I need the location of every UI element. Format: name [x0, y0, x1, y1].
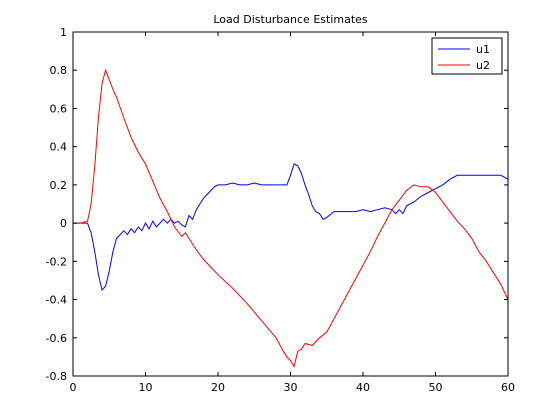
x-tick-label: 60 — [501, 381, 515, 394]
series-layer — [73, 68, 509, 368]
x-axis: 0 10 20 30 40 50 60 — [70, 32, 515, 394]
y-tick-label: 0.8 — [50, 64, 68, 77]
x-tick-label: 10 — [139, 381, 153, 394]
y-tick-label: 0 — [60, 217, 67, 230]
plot-area — [73, 32, 508, 376]
y-axis: -0.8 -0.6 -0.4 -0.2 0 0.2 0.4 0.6 0.8 1 — [46, 26, 508, 383]
y-tick-label: 0.2 — [50, 179, 68, 192]
y-tick-label: -0.8 — [46, 370, 67, 383]
x-tick-label: 40 — [356, 381, 370, 394]
chart-title: Load Disturbance Estimates — [213, 13, 368, 26]
legend-label-u2: u2 — [476, 59, 490, 72]
y-tick-label: 0.6 — [50, 102, 68, 115]
legend-label-u1: u1 — [476, 43, 490, 56]
y-tick-label: -0.4 — [46, 294, 67, 307]
x-tick-label: 30 — [284, 381, 298, 394]
x-tick-label: 50 — [429, 381, 443, 394]
y-tick-label: -0.6 — [46, 332, 67, 345]
y-tick-label: -0.2 — [46, 255, 67, 268]
x-tick-label: 20 — [211, 381, 225, 394]
series-line-u1 — [73, 163, 509, 292]
x-tick-label: 0 — [70, 381, 77, 394]
legend-box — [431, 37, 503, 75]
series-line-u2 — [73, 68, 509, 368]
y-tick-label: 1 — [60, 26, 67, 39]
y-tick-label: 0.4 — [50, 141, 68, 154]
